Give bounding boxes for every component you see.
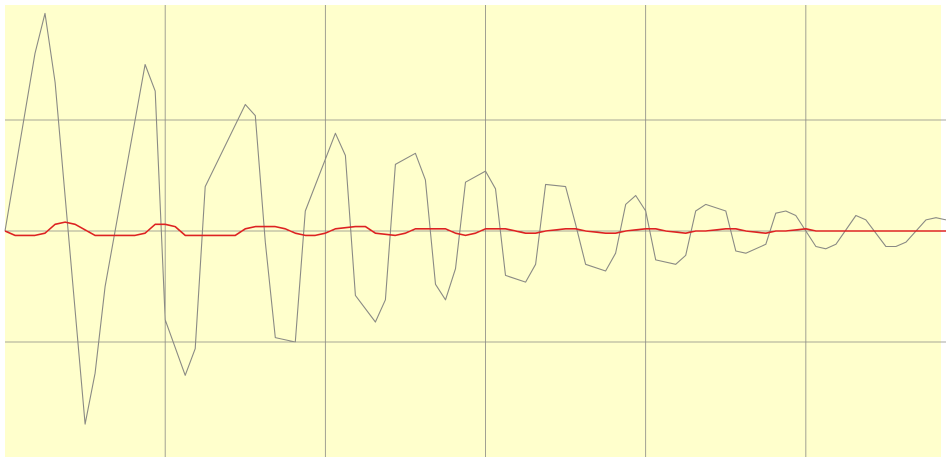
series-line-2: [4, 221, 946, 237]
series-line-1: [4, 12, 946, 425]
series-group: [4, 12, 946, 425]
